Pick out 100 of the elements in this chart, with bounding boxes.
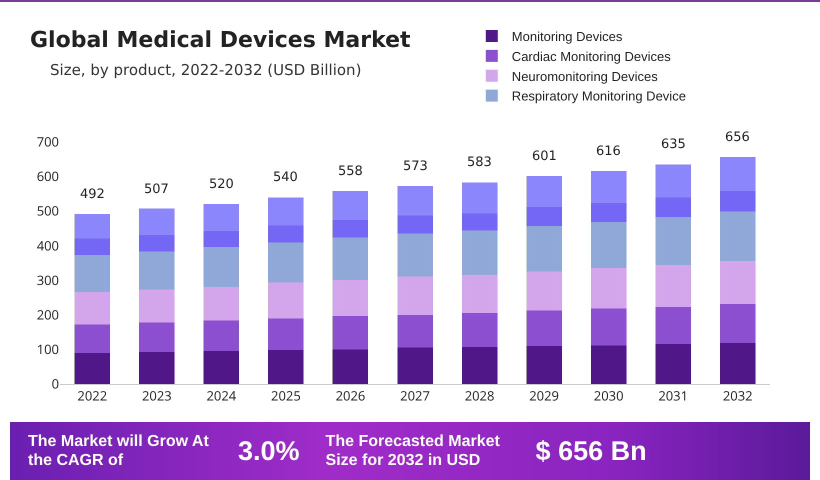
- x-tick-label: 2032: [722, 386, 753, 405]
- bar: [526, 176, 562, 207]
- bar: [720, 190, 756, 212]
- x-tick-label: 2029: [529, 386, 559, 405]
- bar: [720, 211, 756, 261]
- bar: [397, 233, 433, 276]
- bar: [720, 304, 756, 343]
- x-tick-label: 2027: [400, 386, 430, 405]
- bar: [268, 350, 304, 384]
- bar: [590, 268, 626, 309]
- bar: [590, 171, 626, 203]
- bar: [139, 290, 175, 322]
- bar: [139, 352, 175, 384]
- bar: [526, 310, 562, 346]
- bar: [268, 242, 304, 283]
- bar: [332, 316, 368, 350]
- bar: [590, 345, 626, 384]
- total-label: 520: [209, 177, 234, 192]
- total-label: 507: [144, 182, 169, 197]
- y-tick-label: 700: [36, 132, 59, 151]
- bar: [204, 320, 240, 352]
- text: The Market will Grow At the CAGR of: [27, 432, 210, 470]
- bar: [526, 226, 562, 272]
- bar: [526, 206, 562, 226]
- chart-title: Global Medical Devices Market: [30, 28, 411, 53]
- bar: [462, 182, 498, 214]
- bar: [720, 342, 756, 384]
- total-label: 573: [403, 159, 428, 174]
- x-tick-label: 2023: [142, 386, 172, 405]
- bar: [397, 348, 433, 384]
- bar: [332, 349, 368, 384]
- x-tick-label: 2026: [336, 386, 366, 405]
- chart-subtitle: Size, by product, 2022-2032 (USD Billion): [50, 61, 362, 79]
- x-tick-label: 2031: [658, 386, 688, 405]
- x-tick-label: 2030: [594, 386, 624, 405]
- x-tick-label: 2025: [271, 386, 301, 405]
- bar: [462, 313, 498, 348]
- bar: [397, 314, 433, 348]
- bar: [139, 235, 175, 252]
- bar: [462, 275, 498, 314]
- bar: [655, 265, 691, 307]
- bar: [655, 217, 691, 266]
- bar: [204, 247, 240, 287]
- text: $ 656 Bn: [534, 436, 648, 466]
- bar: [204, 231, 240, 248]
- bar: [204, 351, 240, 384]
- bar: [397, 186, 433, 216]
- bar: [268, 225, 304, 243]
- legend-label: Neuromonitoring Devices: [512, 68, 658, 84]
- bar: [139, 322, 175, 352]
- total-label: 601: [532, 149, 557, 164]
- text: The Forecasted Market Size for 2032 in USD: [324, 432, 501, 470]
- bar: [526, 346, 562, 384]
- bar: [590, 202, 626, 222]
- bar: [397, 276, 433, 315]
- y-tick-label: 300: [36, 270, 59, 289]
- x-tick-label: 2022: [77, 386, 108, 405]
- bar: [590, 308, 626, 346]
- bar: [268, 282, 304, 319]
- bar: [74, 324, 110, 354]
- bar: [655, 164, 691, 198]
- bar: [74, 353, 110, 384]
- total-label: 492: [80, 187, 105, 202]
- bar: [139, 251, 175, 290]
- bar: [462, 230, 498, 276]
- y-tick-label: 100: [36, 340, 59, 358]
- bar: [462, 347, 498, 384]
- total-label: 656: [725, 130, 750, 145]
- bar: [74, 255, 110, 292]
- y-tick-label: 400: [36, 236, 59, 254]
- legend-label: Monitoring Devices: [512, 29, 623, 44]
- bar: [268, 318, 304, 350]
- y-tick-label: 600: [36, 167, 59, 186]
- bar: [204, 204, 240, 232]
- total-label: 558: [338, 164, 363, 179]
- bar: [332, 280, 368, 316]
- x-tick-label: 2024: [206, 386, 237, 405]
- total-label: 540: [273, 170, 298, 185]
- bar: [655, 306, 691, 344]
- text: 3.0%: [237, 436, 301, 466]
- bar: [332, 191, 368, 220]
- y-tick-label: 500: [36, 202, 59, 220]
- bar: [462, 214, 498, 230]
- total-label: 616: [596, 144, 621, 159]
- bar: [655, 344, 691, 384]
- bar: [74, 292, 110, 325]
- bar: [526, 272, 562, 311]
- bar: [332, 237, 368, 280]
- bar: [74, 214, 110, 238]
- bar: [332, 220, 368, 238]
- bar: [268, 197, 304, 226]
- y-tick-label: 200: [36, 305, 59, 324]
- legend-label: Cardiac Monitoring Devices: [512, 48, 672, 64]
- bar: [204, 286, 240, 320]
- bar: [655, 197, 691, 218]
- total-label: 635: [661, 137, 686, 152]
- bar: [590, 222, 626, 268]
- bar: [720, 157, 756, 191]
- bar: [397, 216, 433, 234]
- total-label: 583: [467, 155, 492, 170]
